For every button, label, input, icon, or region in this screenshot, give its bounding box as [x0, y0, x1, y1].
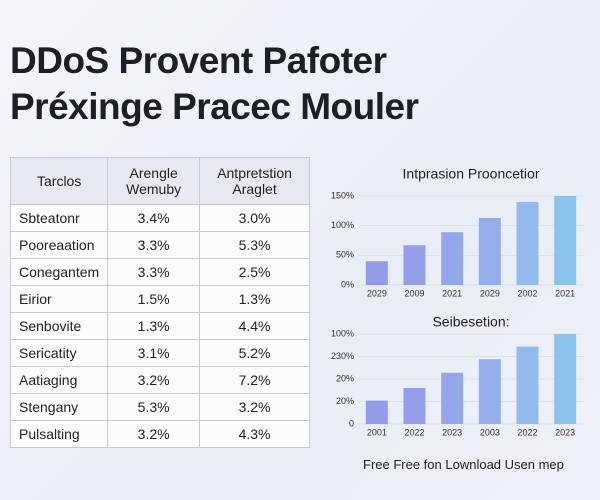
bar [403, 388, 426, 424]
x-tick-label: 2009 [404, 288, 424, 298]
x-tick-label: 2021 [442, 288, 462, 298]
bar [365, 400, 388, 424]
bar [403, 245, 426, 285]
table-row: Aatiaging 3.2% 7.2% [9, 366, 310, 394]
column-header: Antpretstion Araglet [199, 157, 310, 205]
bar [554, 334, 577, 424]
table-row: Senbovite 1.3% 4.4% [9, 312, 310, 340]
data-table: Tarclos Arengle Wemuby Antpretstion Aragle… [9, 157, 310, 448]
table-cell: 1.3% [199, 285, 310, 313]
table-cell: Aatiaging [9, 366, 109, 394]
x-tick-label: 2023 [442, 427, 462, 437]
table-cell: Pooreaation [9, 231, 109, 259]
table-cell: Sbteatonr [9, 204, 109, 232]
x-tick-label: 2002 [517, 288, 537, 298]
x-tick-label: 2022 [404, 427, 424, 437]
title-line: Préxinge Pracec Mouler [10, 86, 419, 127]
table-cell: 3.4% [107, 204, 201, 232]
y-tick-label: 0% [341, 279, 354, 289]
y-tick-label: 230% [331, 351, 354, 361]
table-cell: Sericatity [9, 339, 109, 367]
x-tick-label: 2029 [367, 288, 387, 298]
y-tick-label: 20% [336, 373, 354, 383]
table-row: Stengany 5.3% 3.2% [9, 393, 310, 421]
table-row: Sbteatonr 3.4% 3.0% [9, 204, 310, 232]
title-line: DDoS Provent Pafoter [10, 40, 387, 81]
y-tick-label: 0 [349, 418, 354, 428]
table-cell: 3.2% [107, 420, 201, 448]
table-cell: 3.2% [107, 366, 201, 394]
table-cell: 7.2% [199, 366, 310, 394]
table-cell: 1.3% [107, 312, 201, 340]
bar [516, 201, 539, 285]
bar [478, 217, 501, 285]
table-cell: Conegantem [9, 258, 109, 286]
header-row: Tarclos Arengle Wemuby Antpretstion Aragle… [9, 157, 310, 205]
bar [554, 196, 577, 285]
table-cell: Stengany [9, 393, 109, 421]
table-cell: 5.3% [107, 393, 201, 421]
x-tick-label: 2003 [480, 427, 500, 437]
bar [478, 359, 501, 424]
y-tick-label: 100% [331, 220, 354, 230]
table-cell: 3.1% [107, 339, 201, 367]
bar [441, 232, 464, 285]
x-tick-label: 2001 [367, 427, 387, 437]
column-header: Tarclos [9, 157, 109, 205]
chart-title: Intprasion Prooncetior [403, 166, 540, 182]
table-cell: Eirior [9, 285, 109, 313]
y-tick-label: 100% [331, 328, 354, 338]
x-tick-label: 2021 [555, 288, 575, 298]
bar [516, 346, 539, 424]
table-cell: 4.3% [199, 420, 310, 448]
table-cell: 4.4% [199, 312, 310, 340]
y-tick-label: 20% [336, 396, 354, 406]
y-tick-label: 150% [331, 190, 354, 200]
x-tick-label: 2029 [480, 288, 500, 298]
table-cell: 3.2% [199, 393, 310, 421]
table-cell: Pulsalting [9, 420, 109, 448]
table-row: Eirior 1.5% 1.3% [9, 285, 310, 313]
chart-title: Seibesetion: [432, 314, 509, 330]
page-title: DDoS Provent Pafoter Préxinge Pracec Moul… [10, 38, 419, 130]
table-cell: 3.3% [107, 258, 201, 286]
bar [441, 372, 464, 424]
x-tick-label: 2022 [517, 427, 537, 437]
bar [365, 261, 388, 285]
table-row: Conegantem 3.3% 2.5% [9, 258, 310, 286]
table-row: Pulsalting 3.2% 4.3% [9, 420, 310, 448]
x-tick-label: 2023 [555, 427, 575, 437]
footer: Free Free fon Lownload Usen mep [363, 457, 564, 472]
y-tick-label: 50% [336, 250, 354, 260]
